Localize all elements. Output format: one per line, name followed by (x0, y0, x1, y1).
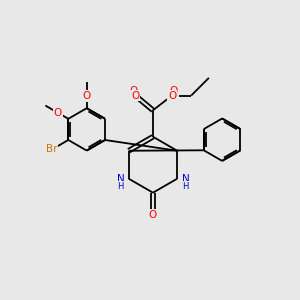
Text: N: N (117, 174, 124, 184)
Text: H: H (117, 182, 124, 191)
Text: N: N (117, 174, 124, 184)
Text: O: O (130, 86, 138, 96)
Text: O: O (169, 86, 178, 96)
Text: H: H (117, 182, 124, 190)
Text: O: O (149, 210, 157, 220)
Text: O: O (82, 91, 91, 101)
Text: H: H (182, 182, 189, 190)
Text: O: O (149, 210, 157, 220)
Text: O: O (82, 91, 91, 101)
Text: O: O (168, 91, 176, 100)
Text: N: N (182, 174, 189, 184)
Text: O: O (53, 108, 62, 118)
Text: O: O (131, 91, 140, 100)
Text: O: O (53, 108, 62, 118)
Text: Br: Br (46, 144, 57, 154)
Text: N: N (182, 174, 189, 184)
Text: H: H (182, 182, 189, 191)
Text: Br: Br (44, 144, 56, 154)
